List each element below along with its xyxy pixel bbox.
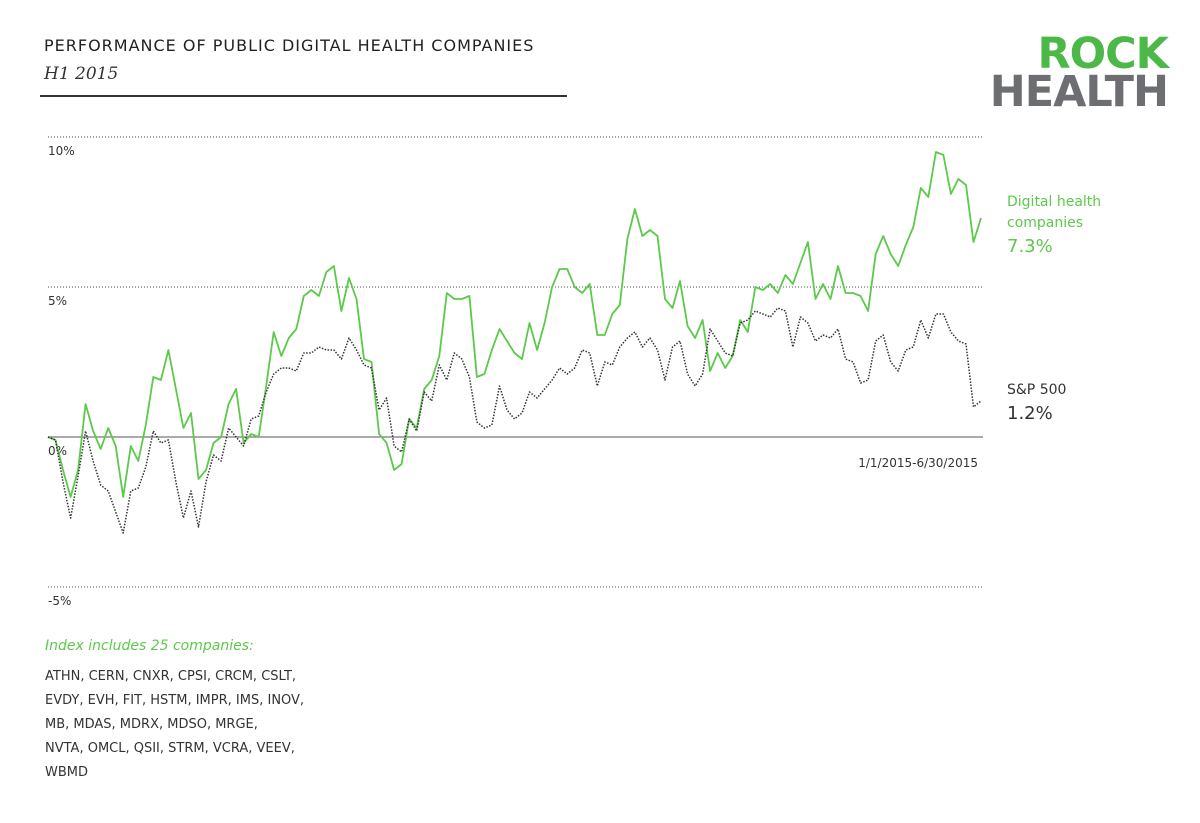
company-line: WBMD [45, 765, 88, 780]
y-tick-label: 10% [48, 144, 75, 158]
footnote: Index includes 25 companies: [45, 638, 254, 654]
company-line: NVTA, OMCL, QSII, STRM, VCRA, VEEV, [45, 741, 295, 756]
y-tick-label: -5% [48, 594, 71, 608]
company-line: ATHN, CERN, CNXR, CPSI, CRCM, CSLT, [45, 669, 297, 684]
end-value-label: 1.2% [1007, 403, 1053, 424]
y-tick-label: 5% [48, 294, 67, 308]
end-value-label: 7.3% [1007, 236, 1053, 257]
company-line: EVDY, EVH, FIT, HSTM, IMPR, IMS, INOV, [45, 693, 305, 708]
legend-label: Digital health companies [1007, 194, 1102, 231]
subtitle: H1 2015 [44, 64, 119, 84]
series-line [47, 151, 982, 498]
date-range: 1/1/2015-6/30/2015 [858, 456, 978, 470]
title: PERFORMANCE OF PUBLIC DIGITAL HEALTH COM… [44, 36, 535, 55]
legend-label: S&P 500 [1007, 382, 1067, 398]
chart: 1/1/2015-6/30/2015 -5%0%5%10% [47, 136, 983, 608]
logo: HEALTH [989, 67, 1169, 117]
company-line: MB, MDAS, MDRX, MDSO, MRGE, [45, 717, 258, 732]
logo: ROCK [1037, 29, 1169, 79]
title-rule [40, 95, 567, 97]
